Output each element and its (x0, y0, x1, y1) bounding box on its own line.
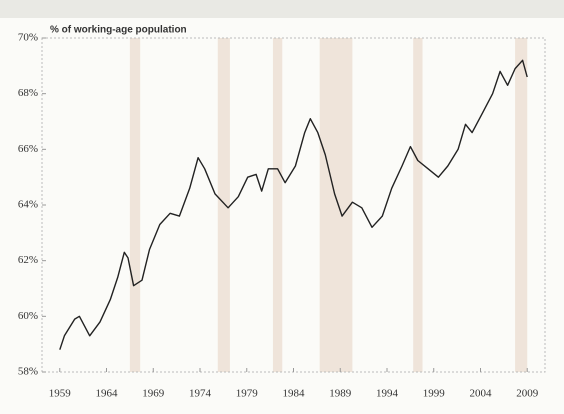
x-tick-label: 1984 (283, 388, 306, 400)
y-tick-label: 60% (18, 310, 38, 322)
x-tick-label: 1994 (376, 388, 399, 400)
x-tick-label: 1979 (236, 388, 259, 400)
shaded-period (319, 38, 353, 372)
x-tick-label: 1964 (96, 388, 119, 400)
x-tick-label: 1989 (329, 388, 352, 400)
line-series (59, 59, 528, 350)
shaded-period (515, 38, 528, 372)
shaded-period (272, 38, 283, 372)
shaded-period (217, 38, 230, 372)
cropped-header (0, 0, 564, 18)
shaded-period (129, 38, 141, 372)
x-tick-label: 1999 (423, 388, 446, 400)
x-tick-label: 1959 (49, 388, 72, 400)
y-tick-label: 58% (18, 366, 38, 378)
shaded-period (413, 38, 423, 372)
x-tick-label: 1974 (189, 388, 212, 400)
x-tick-label: 1969 (142, 388, 165, 400)
x-tick-label: 2009 (516, 388, 539, 400)
y-tick-label: 64% (18, 199, 38, 211)
x-tick-label: 2004 (469, 388, 492, 400)
y-tick-label: 62% (18, 254, 38, 266)
y-tick-label: 68% (18, 87, 38, 99)
y-tick-label: 70% (18, 32, 38, 44)
plot-frame (41, 37, 546, 373)
y-axis-title: % of working-age population (50, 25, 187, 36)
y-tick-label: 66% (18, 143, 38, 155)
